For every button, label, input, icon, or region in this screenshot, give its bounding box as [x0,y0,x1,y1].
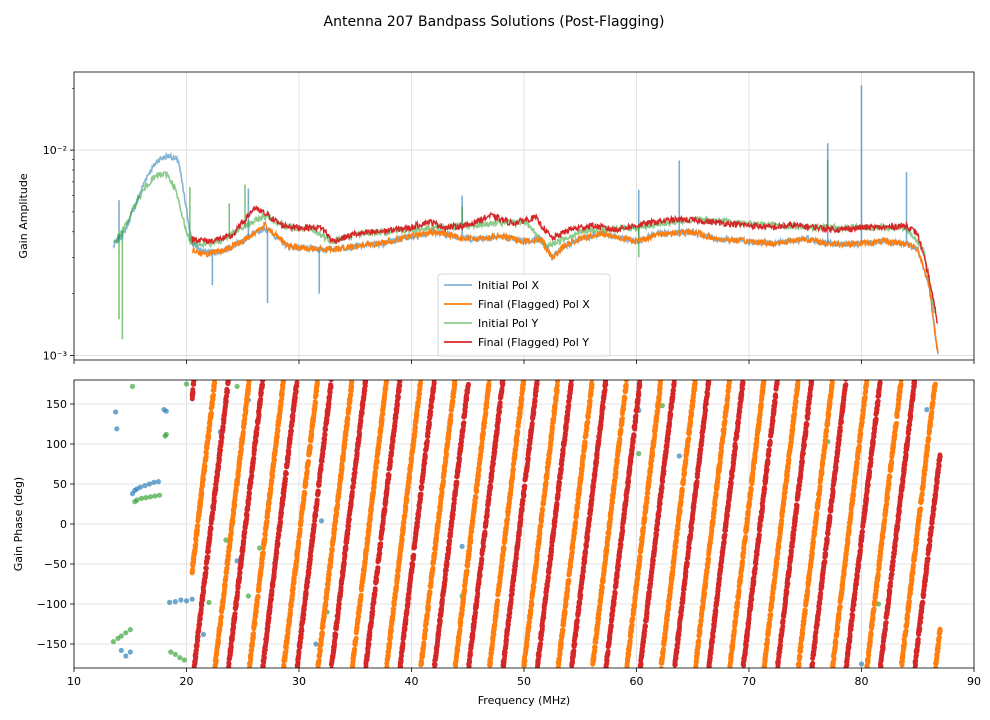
amp-ytick-label: 10⁻² [43,144,67,157]
phase-ticks: 10 20 30 40 50 60 70 80 90 −150 −100 −50 0 50 100 150 [37,398,981,688]
phase-point-initial-pol-x [459,543,465,550]
phase-point-initial-pol-y [659,403,666,409]
phase-point-initial-pol-y [183,381,190,387]
phase-point-initial-pol-x [127,649,133,655]
phase-ytick-label: 150 [46,398,67,411]
phase-xtick-label: 50 [517,675,531,688]
phase-point-initial-pol-x [137,484,143,490]
phase-point-initial-pol-x [146,481,152,487]
phase-point-initial-pol-x [123,653,129,659]
phase-series-final-flagged-pol-y [189,380,943,668]
phase-point-initial-pol-x [172,599,178,605]
phase-point-initial-pol-x [142,483,148,489]
amplitude-series [112,85,939,355]
phase-point-initial-pol-x [118,647,124,654]
phase-point-initial-pol-y [234,383,240,389]
phase-point-initial-pol-x [163,408,169,414]
phase-point-initial-pol-x [318,518,325,524]
phase-xlabel: Frequency (MHz) [478,694,570,707]
amp-series-final-flagged-pol-y [191,205,939,324]
phase-point-initial-pol-y [172,651,178,658]
phase-ytick-label: −150 [37,638,67,651]
legend-box [437,273,611,357]
phase-point-initial-pol-y [118,633,124,639]
phase-point-initial-pol-y [138,495,145,501]
phase-ytick-label: −100 [37,598,67,611]
phase-point-initial-pol-y [134,497,140,503]
phase-point-initial-pol-y [123,630,129,636]
phase-point-initial-pol-x [155,479,161,485]
amp-ytick-label: 10⁻³ [43,349,67,362]
phase-ytick-label: −50 [44,558,67,571]
phase-ramp-final-flagged-pol-x [189,380,943,668]
amplitude-ylabel: Gain Amplitude [17,173,30,258]
phase-point-initial-pol-y [147,494,154,500]
phase-point-initial-pol-y [127,627,133,633]
phase-point-initial-pol-y [636,451,642,457]
phase-series [110,380,943,668]
phase-point-initial-pol-x [167,599,173,606]
phase-xtick-label: 10 [67,675,81,688]
phase-point-initial-pol-y [152,493,158,499]
phase-point-initial-pol-x [676,453,682,459]
phase-point-initial-pol-y [110,639,116,645]
phase-point-initial-pol-x [113,409,119,415]
amplitude-ticks: 10⁻³ 10⁻² [43,87,975,364]
phase-point-initial-pol-x [114,426,120,432]
phase-point-initial-pol-y [257,545,263,551]
phase-point-initial-pol-y [168,649,174,655]
phase-ramp-final-flagged-pol-y [189,380,943,668]
phase-ytick-label: 50 [53,478,67,491]
phase-xtick-label: 80 [855,675,869,688]
phase-point-initial-pol-x [178,597,184,603]
amp-series-final-flagged-pol-x [191,220,939,353]
phase-xtick-label: 20 [180,675,194,688]
figure-title: Antenna 207 Bandpass Solutions (Post-Fla… [324,14,665,30]
phase-ytick-label: 0 [60,518,67,531]
phase-point-initial-pol-y [129,383,136,389]
phase-xtick-label: 90 [967,675,981,688]
phase-panel: 10 20 30 40 50 60 70 80 90 −150 −100 −50 0 50 100 150 F… [12,379,981,707]
phase-point-initial-pol-x [200,631,206,638]
phase-ylabel: Gain Phase (deg) [12,477,25,571]
phase-point-initial-pol-y [163,431,169,437]
phase-point-initial-pol-y [156,492,163,498]
phase-point-initial-pol-y [177,655,183,661]
phase-point-initial-pol-y [206,599,212,606]
legend-label-final-flagged-pol-x: Final (Flagged) Pol X [478,298,590,311]
legend-label-final-flagged-pol-y: Final (Flagged) Pol Y [478,336,589,349]
phase-point-initial-pol-x [183,598,190,604]
legend-label-initial-pol-x: Initial Pol X [478,279,539,292]
phase-point-initial-pol-y [181,657,187,663]
phase-xtick-label: 60 [630,675,644,688]
amp-series-initial-pol-y [112,170,936,314]
phase-point-initial-pol-x [189,596,195,602]
phase-series-final-flagged-pol-x [189,380,943,668]
phase-xtick-label: 30 [292,675,306,688]
legend: Initial Pol X Final (Flagged) Pol X Initia… [437,273,611,357]
phase-point-initial-pol-x [858,661,865,667]
legend-label-initial-pol-y: Initial Pol Y [478,317,538,330]
phase-point-initial-pol-y [143,495,149,501]
phase-point-initial-pol-x [151,479,157,485]
phase-point-initial-pol-x [313,641,319,647]
phase-point-initial-pol-x [924,407,930,413]
phase-xtick-label: 70 [742,675,756,688]
phase-point-initial-pol-y [245,593,251,599]
phase-ytick-label: 100 [46,438,67,451]
phase-point-initial-pol-x [234,558,240,564]
amplitude-panel: 10⁻³ 10⁻² Gain Amplitude Initial Pol X Fin… [17,71,975,364]
phase-xtick-label: 40 [405,675,419,688]
